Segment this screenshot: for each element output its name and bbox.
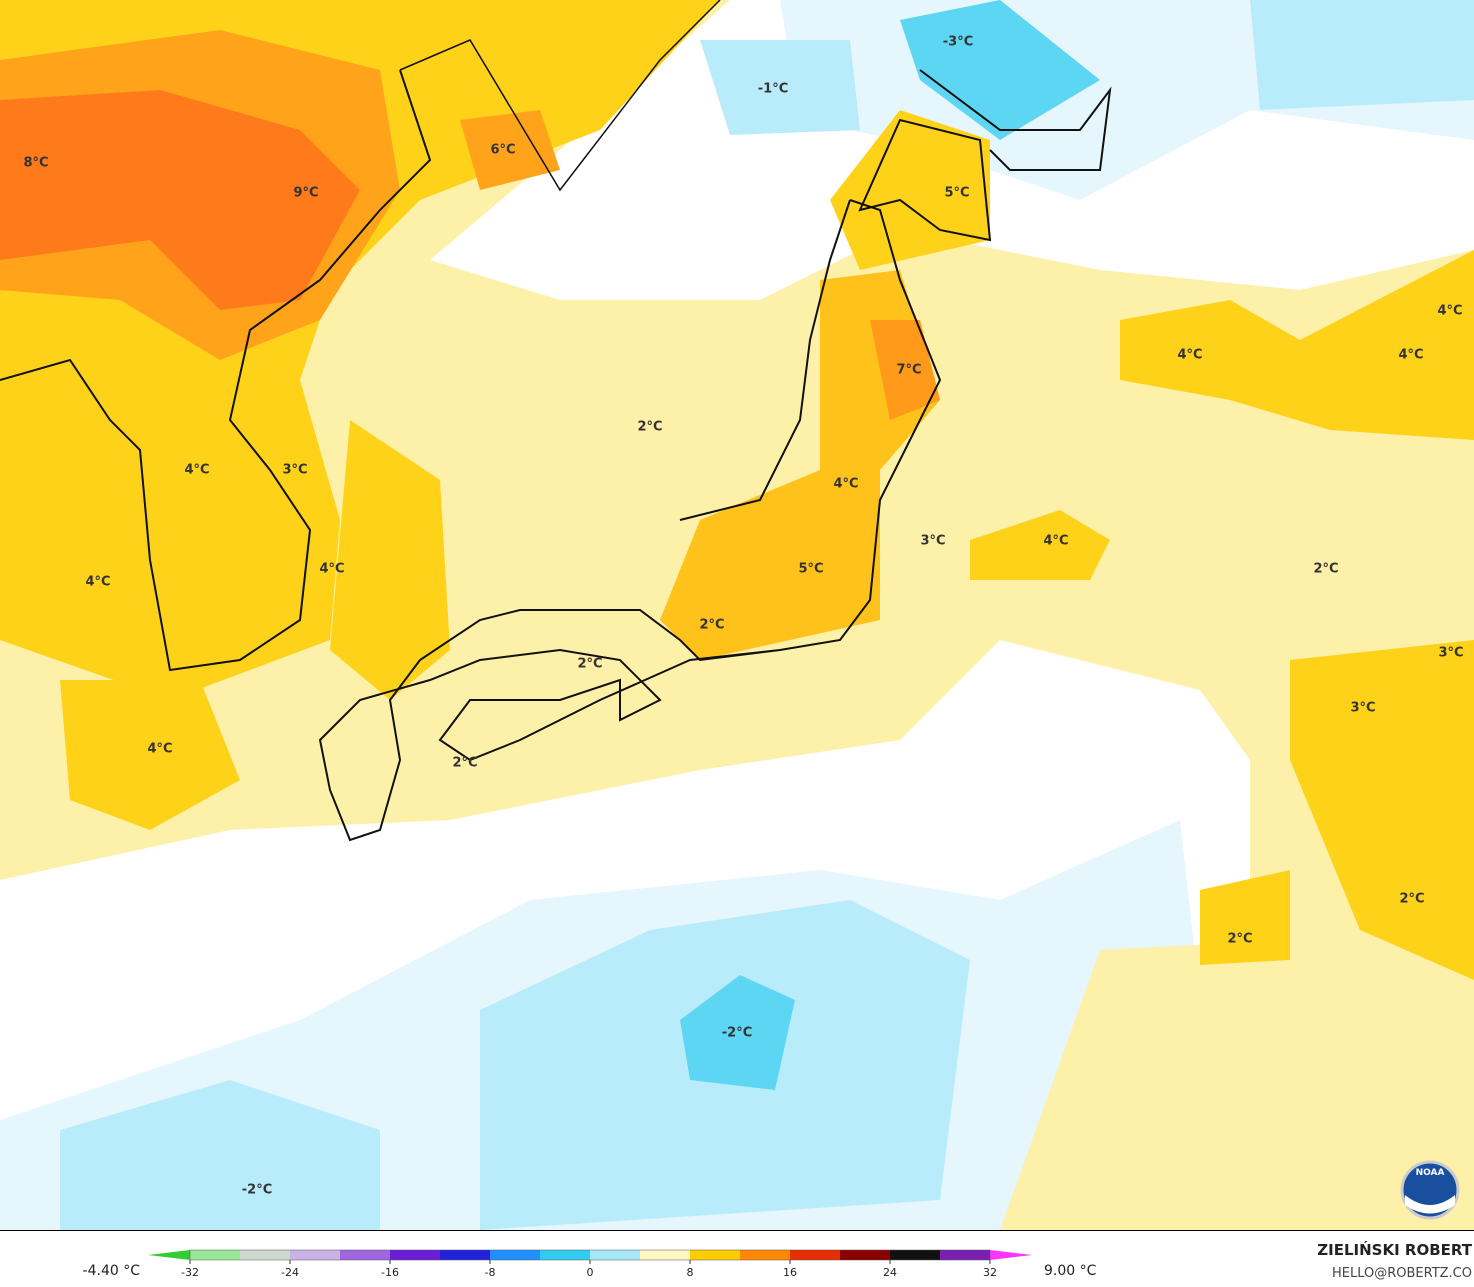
temperature-label: 2°C: [452, 756, 477, 771]
colorbar-swatch: [840, 1250, 891, 1260]
field-zone: [1000, 930, 1474, 1230]
coastline: [858, 118, 992, 242]
temperature-label: 4°C: [1177, 348, 1202, 363]
field-zone: [830, 110, 990, 270]
field-zone: [900, 0, 1100, 140]
logo-wave: [1405, 1195, 1455, 1214]
frame: [0, 1230, 1474, 1231]
colorbar-swatch: [690, 1250, 741, 1260]
colorbar-swatch: [540, 1250, 591, 1260]
temperature-label: -3°C: [943, 35, 973, 50]
field-zone: [0, 90, 360, 310]
temperature-label: 4°C: [147, 742, 172, 757]
colorbar-tick-label: 16: [783, 1266, 797, 1279]
coastline: [919, 69, 1112, 171]
colorbar-swatch: [640, 1250, 691, 1260]
colorbar-swatch: [490, 1250, 541, 1260]
colorbar-min: -4.40 °C: [83, 1263, 141, 1279]
field-zone: [60, 1080, 380, 1230]
temperature-label: 2°C: [577, 657, 602, 672]
colorbar-tick-label: -8: [485, 1266, 496, 1279]
colorbar-tick-label: -32: [181, 1266, 199, 1279]
temperature-label: 3°C: [1438, 646, 1463, 661]
credit-author: ZIELIŃSKI ROBERT: [1317, 1240, 1472, 1259]
colorbar-swatch: [390, 1250, 441, 1260]
field-zone: [1120, 250, 1474, 440]
colorbar-tick-label: -24: [281, 1266, 299, 1279]
colorbar-swatch: [740, 1250, 791, 1260]
colorbar-swatch: [290, 1250, 341, 1260]
field-zone: [1250, 0, 1474, 110]
temperature-label: 2°C: [1399, 892, 1424, 907]
temperature-label: 4°C: [833, 477, 858, 492]
colorbar-arrow: [990, 1250, 1032, 1260]
coastline: [399, 0, 721, 192]
field-zone: [970, 510, 1110, 580]
temperature-label: 2°C: [699, 618, 724, 633]
field-zone: [1290, 640, 1474, 980]
field-zone: [680, 975, 795, 1090]
temperature-label: 5°C: [798, 562, 823, 577]
temperature-label: 4°C: [1043, 534, 1068, 549]
logo-text: NOAA: [1416, 1168, 1445, 1178]
temperature-label: -2°C: [722, 1026, 752, 1041]
temperature-label: 4°C: [1437, 304, 1462, 319]
temperature-label: 7°C: [896, 363, 921, 378]
temperature-label: 4°C: [184, 463, 209, 478]
coastline: [0, 69, 432, 672]
colorbar-tick-label: 0: [587, 1266, 594, 1279]
colorbar-tick-label: -16: [381, 1266, 399, 1279]
field-zone: [60, 680, 240, 830]
colorbar-swatch: [190, 1250, 241, 1260]
temperature-label: 4°C: [319, 562, 344, 577]
colorbar-swatch: [240, 1250, 291, 1260]
colorbar-swatch: [590, 1250, 641, 1260]
temperature-label: 6°C: [490, 143, 515, 158]
temperature-label: 2°C: [637, 420, 662, 435]
field-zone: [700, 40, 860, 135]
colorbar: -32 -24 -16 -8 0 8 16 24 32: [148, 1249, 1032, 1279]
temperature-label: -1°C: [758, 82, 788, 97]
colorbar-arrow: [148, 1250, 190, 1260]
field-zone: [660, 270, 940, 660]
colorbar-tick-label: 24: [883, 1266, 897, 1279]
colorbar-swatch: [890, 1250, 941, 1260]
temperature-label: 4°C: [1398, 348, 1423, 363]
temperature-label: 2°C: [1227, 932, 1252, 947]
temperature-label: -2°C: [242, 1183, 272, 1198]
temperature-label: 3°C: [920, 534, 945, 549]
temperature-label: 2°C: [1313, 562, 1338, 577]
colorbar-tick-label: 32: [983, 1266, 997, 1279]
temperature-label: 4°C: [85, 575, 110, 590]
colorbar-tick-label: 8: [687, 1266, 694, 1279]
field-zone: [330, 420, 450, 700]
temperature-label: 8°C: [23, 156, 48, 171]
temperature-label: 3°C: [282, 463, 307, 478]
temperature-label: 9°C: [293, 186, 318, 201]
credit-contact: HELLO@ROBERTZ.CO: [1332, 1266, 1472, 1281]
colorbar-swatch: [940, 1250, 991, 1260]
field-zone: [870, 320, 940, 420]
field-zone: [40, 470, 160, 640]
colorbar-swatch: [340, 1250, 391, 1260]
temperature-label: 5°C: [944, 186, 969, 201]
temperature-label: 3°C: [1350, 701, 1375, 716]
field-zone: [1200, 870, 1290, 965]
labels: -3°C -1°C 6°C 8°C 9°C 5°C 4°C 4°C 4°C 7°C 2°C 4°C 3°…: [23, 35, 1463, 1198]
colorbar-swatch: [440, 1250, 491, 1260]
coastline: [318, 199, 942, 842]
field-zone: [460, 110, 560, 190]
colorbar-max: 9.00 °C: [1044, 1263, 1097, 1279]
colorbar-swatch: [790, 1250, 841, 1260]
